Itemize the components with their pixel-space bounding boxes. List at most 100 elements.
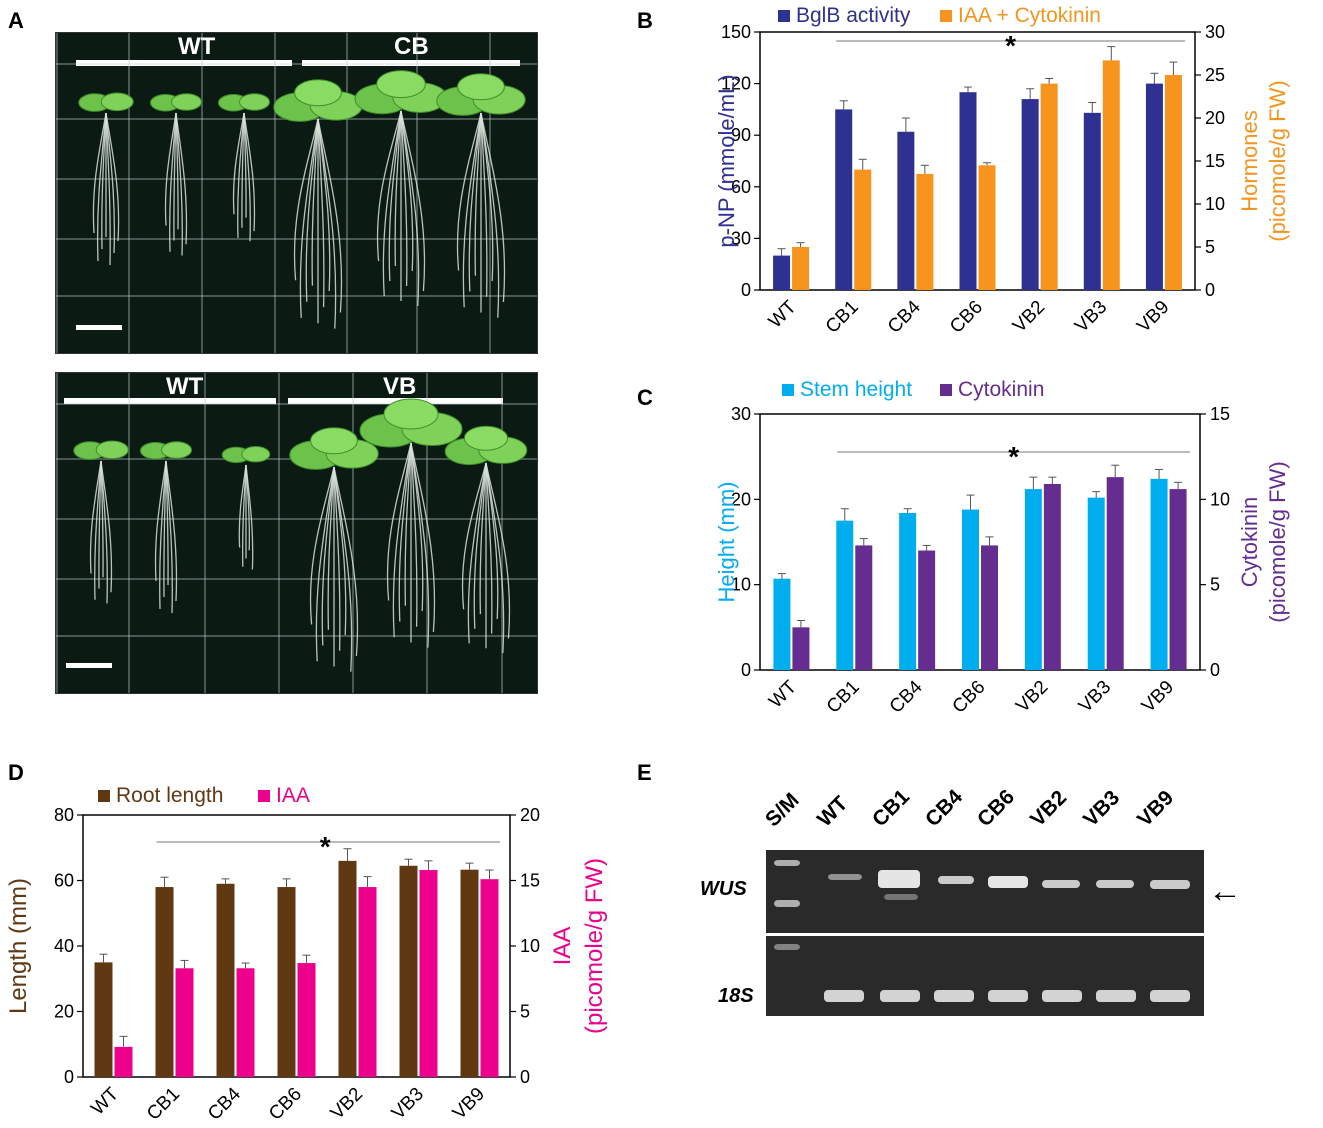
- gel-band: [824, 990, 864, 1002]
- y2-tick-label: 0: [520, 1067, 530, 1087]
- bar-iaa-wt: [114, 1046, 133, 1077]
- group-bar-wt: [64, 398, 276, 404]
- group-label-vb: VB: [383, 373, 417, 400]
- bar-stem-height-cb6: [962, 509, 979, 670]
- bar-bglb-activity-cb1: [835, 109, 853, 291]
- root: [327, 466, 335, 630]
- y2-axis-label-unit: (picomole/g FW): [1265, 80, 1290, 241]
- gel-panel: S/M WT CB1 CB4 CB6 VB2 VB3 VB9 WUS 18S ←: [640, 760, 1323, 1128]
- category-label-vb2: VB2: [1012, 677, 1052, 717]
- bar-iaa-vb2: [358, 887, 377, 1077]
- panel-letter-c: C: [637, 385, 653, 410]
- root: [100, 460, 113, 593]
- seedling: [359, 398, 463, 648]
- leaf: [376, 70, 426, 99]
- category-label-vb3: VB3: [1071, 297, 1111, 337]
- gel-band: [878, 870, 920, 888]
- legend-label: BglB activity: [796, 4, 911, 27]
- y2-axis-label: Hormones: [1237, 110, 1262, 211]
- category-label-cb6: CB6: [946, 297, 987, 338]
- bar-stem-height-wt: [773, 578, 791, 670]
- category-label-vb3: VB3: [388, 1084, 428, 1124]
- y2-tick-label: 0: [1205, 280, 1215, 300]
- root: [299, 118, 319, 318]
- bar-cytokinin-vb3: [1106, 477, 1124, 670]
- legend-label: Stem height: [800, 378, 912, 401]
- bar-root-length-vb3: [399, 865, 418, 1077]
- category-label-cb1: CB1: [823, 677, 864, 718]
- bar-iaa-cb4: [236, 968, 255, 1077]
- gel-band: [1150, 880, 1190, 889]
- seedling: [436, 73, 526, 318]
- grid-line: [201, 33, 203, 353]
- bar-stem-height-vb3: [1087, 497, 1105, 670]
- gel-image-wus: [766, 850, 1204, 933]
- gel-bands: [774, 944, 1190, 1002]
- root: [321, 466, 335, 646]
- root: [485, 462, 493, 634]
- root: [173, 112, 177, 241]
- root: [309, 466, 335, 625]
- root: [243, 112, 256, 232]
- bar-iaa-cytokinin-vb9: [1164, 75, 1182, 290]
- y2-tick-label: 15: [1205, 151, 1225, 171]
- y-tick-label: 120: [721, 74, 751, 94]
- y-tick-label: 0: [741, 660, 751, 680]
- gel-band: [774, 900, 800, 907]
- y2-tick-label: 0: [1210, 660, 1220, 680]
- chart-b-bglb-hormones: 0 30 60 90 120 150 0 5 10 15 20 25 30 WT CB1 CB4 CB6 VB2 V…: [714, 4, 1290, 338]
- category-label-cb4: CB4: [884, 296, 925, 337]
- root: [410, 442, 418, 627]
- bar-cytokinin-vb9: [1169, 489, 1187, 670]
- lane-label-vb2: VB2: [1026, 786, 1072, 832]
- root: [400, 110, 420, 307]
- seedling: [221, 446, 271, 570]
- chart-c-height-cytokinin: 0 10 20 30 0 5 10 15 WT CB1 CB4 CB6 VB2 VB3 VB9 * Height…: [714, 378, 1290, 718]
- y-tick-label: 60: [54, 871, 74, 891]
- legend-swatch: [940, 10, 952, 22]
- root: [175, 112, 183, 256]
- seedling: [150, 93, 202, 256]
- plot-frame: [759, 31, 1196, 291]
- category-label-cb6: CB6: [949, 677, 990, 718]
- legend-label: IAA: [276, 784, 310, 807]
- gene-label-wus: WUS: [700, 878, 747, 900]
- leaf: [383, 398, 439, 430]
- y-tick-label: 0: [741, 280, 751, 300]
- grid-line: [204, 373, 206, 693]
- root: [105, 112, 116, 254]
- root: [100, 460, 108, 604]
- root: [315, 466, 335, 662]
- category-label-vb9: VB9: [449, 1084, 489, 1124]
- grid-line: [56, 635, 537, 637]
- grid-line: [56, 373, 58, 693]
- seedling: [273, 79, 363, 329]
- root: [388, 110, 402, 282]
- legend-label: Root length: [116, 784, 223, 807]
- leaf: [239, 93, 270, 111]
- root: [333, 466, 353, 672]
- root: [485, 462, 505, 654]
- root: [376, 110, 402, 262]
- bar-root-length-cb6: [277, 887, 296, 1077]
- bar-bglb-activity-wt: [773, 255, 791, 290]
- category-label-vb3: VB3: [1075, 677, 1115, 717]
- root: [400, 110, 408, 287]
- root: [473, 462, 487, 629]
- root: [164, 112, 177, 226]
- root: [98, 460, 102, 589]
- grid-line: [274, 33, 276, 353]
- y2-axis-label: Cytokinin: [1237, 497, 1262, 587]
- root: [237, 112, 245, 238]
- leaf: [310, 427, 358, 455]
- category-label-cb4: CB4: [886, 676, 927, 717]
- root: [311, 118, 319, 286]
- root: [468, 112, 482, 292]
- seedling: [218, 93, 270, 242]
- group-label-cb: CB: [394, 33, 429, 60]
- seedlings: [78, 70, 526, 329]
- group-label-wt: WT: [178, 33, 216, 60]
- bar-bglb-activity-vb2: [1021, 99, 1039, 290]
- grid-line: [56, 578, 537, 580]
- bar-bglb-activity-cb4: [897, 131, 915, 290]
